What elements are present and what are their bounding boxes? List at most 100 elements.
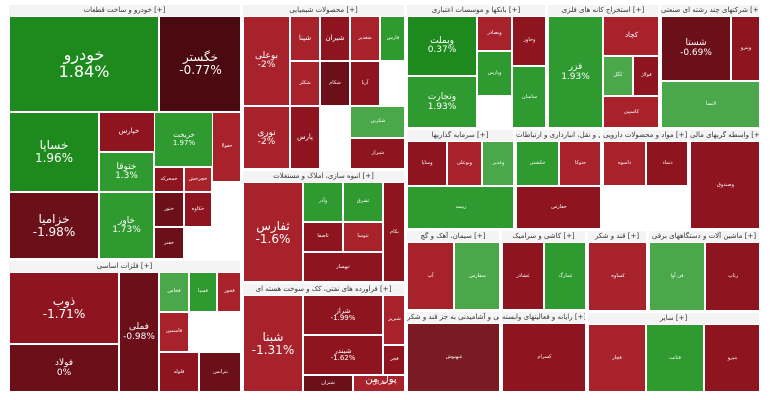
stock-tile[interactable]: خمحرکه: [154, 167, 184, 192]
stock-symbol: بنیرو: [727, 354, 738, 361]
stock-tile[interactable]: ربیمه: [407, 186, 513, 228]
stock-tile[interactable]: کساوه: [588, 242, 646, 310]
stock-symbol: شیراز: [371, 150, 385, 157]
stock-tile[interactable]: شتران: [303, 375, 353, 391]
stock-tile[interactable]: وبملت 0.37%: [407, 16, 477, 76]
stock-tile[interactable]: وصندوق: [690, 141, 759, 228]
stock-tile[interactable]: وتجارت 1.93%: [407, 76, 477, 127]
stock-tile[interactable]: فجر: [383, 345, 404, 375]
stock-symbol: بترانس: [213, 368, 228, 375]
stock-tile[interactable]: ساسان: [512, 66, 545, 127]
stock-tile[interactable]: فسپا: [189, 272, 217, 312]
stock-tile[interactable]: وپارس: [477, 51, 512, 96]
stock-tile[interactable]: فولاد 0%: [9, 344, 119, 391]
stock-tile[interactable]: خپارس: [99, 112, 159, 152]
stock-tile[interactable]: شراز -1.99%: [303, 295, 383, 335]
stock-tile[interactable]: شبندر -1.62%: [303, 335, 383, 375]
stock-tile[interactable]: بوعلی -2%: [243, 16, 290, 106]
sector-elec: ماشین آلات و دستگاههای برقی [+] فن آوا رتا…: [648, 230, 760, 311]
stock-tile[interactable]: شرانل: [353, 375, 404, 391]
stock-tile[interactable]: فخاس: [159, 272, 189, 312]
stock-tile[interactable]: شکلر: [290, 61, 320, 106]
stock-tile[interactable]: شبنا -1.31%: [243, 295, 303, 391]
stock-tile[interactable]: سفارس: [454, 242, 499, 309]
stock-tile[interactable]: قثابت: [646, 324, 704, 391]
stock-tile[interactable]: قچار: [588, 324, 646, 391]
stock-tile[interactable]: خکاوه: [184, 192, 212, 227]
stock-tile[interactable]: پارس: [290, 106, 320, 168]
stock-symbol: خفنر: [164, 239, 174, 246]
stock-tile[interactable]: بترانس: [199, 352, 240, 391]
stock-tile[interactable]: ثبهساز: [303, 252, 383, 281]
stock-tile[interactable]: کگل: [603, 56, 633, 96]
stock-tile[interactable]: فخوز: [217, 272, 240, 312]
stock-tile[interactable]: شبریز: [383, 295, 404, 345]
stock-change: 1.93%: [427, 101, 457, 112]
stock-tile[interactable]: خساپا 1.96%: [9, 112, 99, 192]
stock-tile[interactable]: وبوعلی: [447, 141, 482, 186]
stock-tile[interactable]: شپنا: [290, 16, 320, 61]
stock-tile[interactable]: کسرام: [502, 323, 585, 391]
stock-tile[interactable]: خاور 1.73%: [99, 192, 154, 258]
stock-tile[interactable]: وبصادر: [477, 16, 512, 51]
stock-tile[interactable]: آپ: [407, 242, 454, 309]
stock-symbol: وخاور: [523, 37, 536, 44]
stock-tile[interactable]: ختوقا 1.3%: [99, 152, 154, 192]
stock-tile[interactable]: خزامیا -1.98%: [9, 192, 99, 258]
stock-tile[interactable]: بنیرو: [704, 324, 759, 391]
stock-tile[interactable]: وپترو: [731, 16, 759, 81]
stock-tile[interactable]: لابسا: [661, 81, 759, 127]
stock-tile[interactable]: خودرو 1.84%: [9, 16, 159, 112]
stock-tile[interactable]: غشاذر: [502, 242, 544, 309]
stock-tile[interactable]: نوری -2%: [243, 106, 290, 168]
stock-tile[interactable]: رتاپ: [705, 242, 759, 310]
stock-tile[interactable]: فن آوا: [649, 242, 705, 310]
stock-tile[interactable]: شستا -0.69%: [661, 16, 731, 81]
stock-symbol: ثنوسا: [357, 233, 369, 240]
stock-tile[interactable]: حتوکا: [559, 141, 600, 186]
stock-tile[interactable]: حفارس: [516, 186, 600, 228]
stock-tile[interactable]: داسوه: [603, 141, 646, 186]
stock-symbol: وپارس: [487, 69, 502, 76]
stock-tile[interactable]: غبهنوش: [407, 323, 499, 391]
stock-tile[interactable]: حکشتی: [516, 141, 559, 186]
stock-tile[interactable]: فارس: [380, 16, 404, 61]
stock-tile[interactable]: ثفارس -1.6%: [243, 182, 303, 281]
stock-tile[interactable]: ثاصفا: [303, 222, 343, 252]
stock-tile[interactable]: فولاژ: [633, 56, 658, 96]
stock-change: -0.98%: [123, 331, 155, 342]
stock-tile[interactable]: آریا: [350, 61, 380, 106]
stock-tile[interactable]: شیران: [320, 16, 350, 61]
stock-tile[interactable]: ذوب -1.71%: [9, 272, 119, 344]
stock-tile[interactable]: خفولا: [212, 112, 240, 182]
stock-symbol: شپنا: [298, 33, 312, 42]
stock-tile[interactable]: بکام: [383, 182, 404, 281]
stock-tile[interactable]: فلوله: [159, 352, 199, 391]
stock-tile[interactable]: وخاور: [512, 16, 545, 66]
stock-tile[interactable]: شغدیر: [350, 16, 380, 61]
stock-tile[interactable]: فزر 1.93%: [548, 16, 603, 127]
stock-tile[interactable]: وغدیر: [482, 141, 513, 186]
stock-tile[interactable]: شکربن: [350, 106, 404, 138]
stock-tile[interactable]: خگستر -0.77%: [159, 16, 240, 112]
sector-cement: سیمان، آهک و گچ [+] آپ سفارس: [406, 230, 500, 310]
sector-holding: واسطه گریهای مالی [+]وصندوق: [689, 129, 760, 229]
stock-tile[interactable]: فملی -0.98%: [119, 272, 159, 391]
stock-tile[interactable]: ثشرق: [343, 182, 383, 222]
stock-symbol: فولاد: [54, 358, 74, 369]
stock-tile[interactable]: دتماد: [646, 141, 687, 186]
stock-tile[interactable]: وساپا: [407, 141, 447, 186]
stock-tile[interactable]: غمارگ: [544, 242, 585, 309]
stock-tile[interactable]: کاسپین: [603, 96, 658, 127]
stock-tile[interactable]: خفنر: [154, 227, 184, 258]
stock-tile[interactable]: شکام: [320, 61, 350, 106]
stock-tile[interactable]: وآذر: [303, 182, 343, 222]
stock-tile[interactable]: ثنوسا: [343, 222, 383, 252]
stock-tile[interactable]: خچرخش: [184, 167, 212, 192]
stock-tile[interactable]: کچاد: [603, 16, 658, 56]
stock-tile[interactable]: شیراز: [350, 138, 404, 168]
stock-tile[interactable]: فاسمین: [159, 312, 189, 352]
stock-tile[interactable]: خریخت 1.97%: [154, 112, 214, 167]
stock-symbol: فجر: [390, 356, 399, 363]
stock-tile[interactable]: ختور: [154, 192, 184, 227]
